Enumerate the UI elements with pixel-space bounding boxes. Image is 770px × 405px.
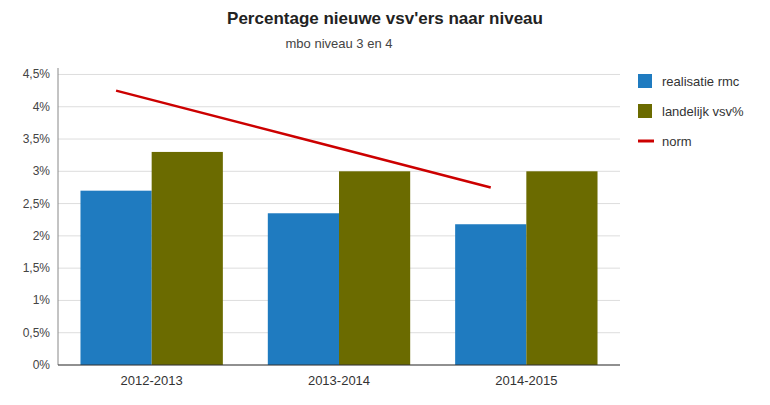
- chart-svg: Percentage nieuwe vsv'ers naar niveau mbo…: [0, 0, 770, 405]
- y-tick-labels: 0% 0,5% 1% 1,5% 2% 2,5% 3% 3,5% 4% 4,5%: [23, 67, 51, 372]
- y-tick-label: 0%: [33, 358, 51, 372]
- x-tick-labels: 2012-2013 2013-2014 2014-2015: [121, 373, 558, 388]
- legend-swatch: [638, 140, 654, 143]
- bar: [268, 213, 339, 365]
- y-tick-label: 2,5%: [23, 197, 51, 211]
- bar: [526, 171, 597, 365]
- y-tick-label: 0,5%: [23, 326, 51, 340]
- legend-label: norm: [662, 134, 692, 149]
- legend-swatch: [638, 74, 652, 88]
- subtitle: mbo niveau 3 en 4: [286, 36, 393, 51]
- y-tick-label: 2%: [33, 229, 51, 243]
- legend-swatch: [638, 104, 652, 118]
- chart-container: Percentage nieuwe vsv'ers naar niveau mbo…: [0, 0, 770, 405]
- title: Percentage nieuwe vsv'ers naar niveau: [227, 9, 543, 28]
- y-axis-line: [58, 68, 59, 365]
- y-tick-label: 1,5%: [23, 261, 51, 275]
- bar: [80, 191, 151, 365]
- grid-line: [58, 74, 620, 75]
- marks: [80, 91, 597, 365]
- x-tick-label: 2012-2013: [121, 373, 183, 388]
- x-tick-label: 2014-2015: [495, 373, 557, 388]
- grid-line: [58, 365, 620, 366]
- legend-label: landelijk vsv%: [662, 104, 744, 119]
- y-tick-label: 4%: [33, 100, 51, 114]
- y-tick-label: 3%: [33, 164, 51, 178]
- y-tick-label: 1%: [33, 293, 51, 307]
- y-tick-label: 4,5%: [23, 67, 51, 81]
- grid-line: [58, 106, 620, 107]
- legend: realisatie rmc landelijk vsv% norm: [638, 74, 744, 149]
- bar: [152, 152, 223, 365]
- y-tick-label: 3,5%: [23, 132, 51, 146]
- legend-label: realisatie rmc: [662, 74, 740, 89]
- line: [116, 91, 491, 188]
- x-axis-line: [58, 365, 620, 366]
- bar: [455, 224, 526, 365]
- y-grid: [58, 74, 620, 365]
- bar: [339, 171, 410, 365]
- grid-line: [58, 139, 620, 140]
- x-tick-label: 2013-2014: [308, 373, 370, 388]
